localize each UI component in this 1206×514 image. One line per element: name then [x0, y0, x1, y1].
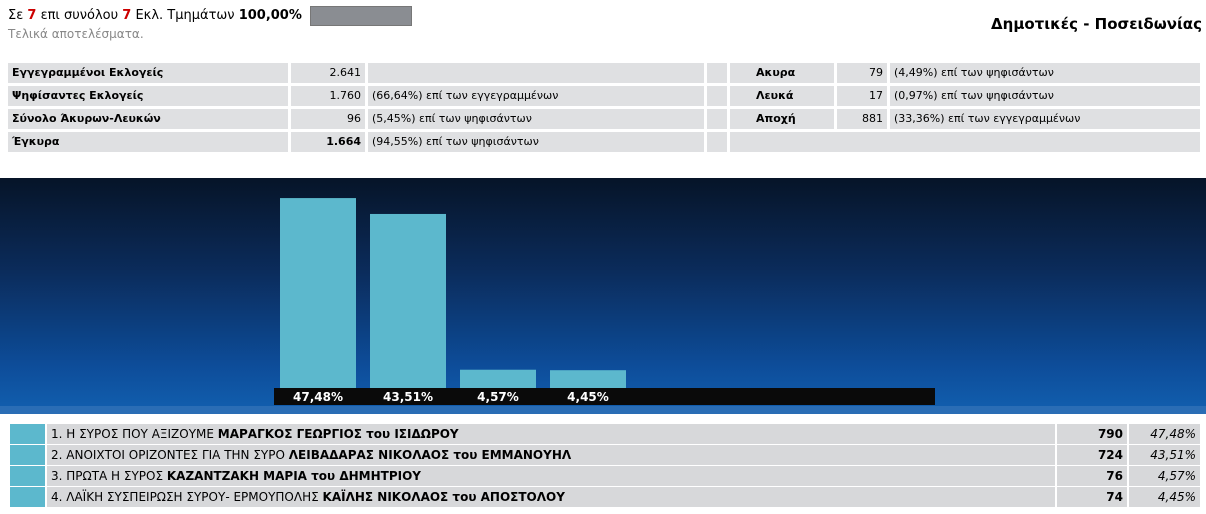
party-name: 2. ΑΝΟΙΧΤΟΙ ΟΡΙΖΟΝΤΕΣ ΓΙΑ ΤΗΝ ΣΥΡΟ ΛΕΙΒΑ…: [47, 445, 1055, 465]
result-row: 4. ΛΑΪΚΗ ΣΥΣΠΕΙΡΩΣΗ ΣΥΡΟΥ- ΕΡΜΟΥΠΟΛΗΣ ΚΑ…: [10, 487, 1200, 507]
total-sections: 7: [122, 8, 132, 23]
status-middle: επι συνόλου: [40, 8, 119, 23]
progress-bar: [310, 5, 413, 26]
status-prefix: Σε: [8, 8, 24, 23]
divider: [707, 109, 727, 129]
bar-2: [370, 213, 446, 388]
party-label: 1. Η ΣΥΡΟΣ ΠΟΥ ΑΞΙΖΟΥΜΕ: [51, 427, 218, 441]
registered-pct: [368, 63, 704, 83]
votes-count: 74: [1057, 487, 1127, 507]
registered-label: Εγγεγραμμένοι Εκλογείς: [8, 63, 288, 83]
divider: [707, 86, 727, 106]
party-label: 3. ΠΡΩΤΑ Η ΣΥΡΟΣ: [51, 469, 167, 483]
votes-count: 790: [1057, 424, 1127, 444]
invalid-blank-label: Σύνολο Άκυρων-Λευκών: [8, 109, 288, 129]
bar-chart: 47,48% 43,51% 4,57% 4,45%: [274, 198, 935, 405]
result-row: 3. ΠΡΩΤΑ Η ΣΥΡΟΣ ΚΑΖΑΝΤΖΑΚΗ ΜΑΡΙΑ του ΔΗ…: [10, 466, 1200, 486]
stats-row: Εγγεγραμμένοι Εκλογείς 2.641 Ακυρα 79 (4…: [8, 63, 1200, 83]
registered-value: 2.641: [291, 63, 365, 83]
stats-row: Ψηφίσαντες Εκλογείς 1.760 (66,64%) επί τ…: [8, 86, 1200, 106]
stats-row: Έγκυρα 1.664 (94,55%) επί των ψηφισάντων: [8, 132, 1200, 152]
results-subtitle: Τελικά αποτελέσματα.: [8, 27, 144, 41]
votes-percent: 47,48%: [1129, 424, 1200, 444]
party-label: 2. ΑΝΟΙΧΤΟΙ ΟΡΙΖΟΝΤΕΣ ΓΙΑ ΤΗΝ ΣΥΡΟ: [51, 448, 289, 462]
bar-label-1: 47,48%: [293, 390, 343, 404]
status-suffix: Εκλ. Τμημάτων: [135, 8, 235, 23]
invalid-label: Ακυρα: [730, 63, 834, 83]
valid-value: 1.664: [291, 132, 365, 152]
party-name: 4. ΛΑΪΚΗ ΣΥΣΠΕΙΡΩΣΗ ΣΥΡΟΥ- ΕΡΜΟΥΠΟΛΗΣ ΚΑ…: [47, 487, 1055, 507]
divider: [707, 63, 727, 83]
voted-value: 1.760: [291, 86, 365, 106]
valid-pct: (94,55%) επί των ψηφισάντων: [368, 132, 704, 152]
candidate-name: ΚΑΪΛΗΣ ΝΙΚΟΛΑΟΣ του ΑΠΟΣΤΟΛΟΥ: [322, 490, 565, 504]
color-swatch: [10, 424, 45, 444]
votes-percent: 43,51%: [1129, 445, 1200, 465]
bar-4: [550, 370, 626, 388]
abstention-label: Αποχή: [730, 109, 834, 129]
candidate-name: ΚΑΖΑΝΤΖΑΚΗ ΜΑΡΙΑ του ΔΗΜΗΤΡΙΟΥ: [166, 469, 421, 483]
counting-status: Σε 7 επι συνόλου 7 Εκλ. Τμημάτων 100,00%: [8, 5, 413, 29]
page-title: Δημοτικές - Ποσειδωνίας: [991, 15, 1202, 33]
candidate-name: ΜΑΡΑΓΚΟΣ ΓΕΩΡΓΙΟΣ του ΙΣΙΔΩΡΟΥ: [217, 427, 459, 441]
votes-percent: 4,57%: [1129, 466, 1200, 486]
party-name: 1. Η ΣΥΡΟΣ ΠΟΥ ΑΞΙΖΟΥΜΕ ΜΑΡΑΓΚΟΣ ΓΕΩΡΓΙΟ…: [47, 424, 1055, 444]
counted-sections: 7: [27, 8, 37, 23]
bar-label-4: 4,45%: [567, 390, 609, 404]
abstention-value: 881: [837, 109, 887, 129]
color-swatch: [10, 466, 45, 486]
stats-row: Σύνολο Άκυρων-Λευκών 96 (5,45%) επί των …: [8, 109, 1200, 129]
invalid-value: 79: [837, 63, 887, 83]
bar-1: [280, 198, 356, 388]
bar-3: [460, 369, 536, 388]
result-row: 2. ΑΝΟΙΧΤΟΙ ΟΡΙΖΟΝΤΕΣ ΓΙΑ ΤΗΝ ΣΥΡΟ ΛΕΙΒΑ…: [10, 445, 1200, 465]
chart-floor: [0, 406, 1206, 414]
votes-count: 724: [1057, 445, 1127, 465]
abstention-pct: (33,36%) επί των εγγεγραμμένων: [890, 109, 1200, 129]
counted-percent: 100,00%: [238, 8, 302, 23]
results-chart: 47,48% 43,51% 4,57% 4,45%: [0, 178, 1206, 414]
invalid-blank-pct: (5,45%) επί των ψηφισάντων: [368, 109, 704, 129]
color-swatch: [10, 445, 45, 465]
valid-label: Έγκυρα: [8, 132, 288, 152]
result-row: 1. Η ΣΥΡΟΣ ΠΟΥ ΑΞΙΖΟΥΜΕ ΜΑΡΑΓΚΟΣ ΓΕΩΡΓΙΟ…: [10, 424, 1200, 444]
blank-label: Λευκά: [730, 86, 834, 106]
voted-pct: (66,64%) επί των εγγεγραμμένων: [368, 86, 704, 106]
empty-cell: [730, 132, 1200, 152]
invalid-pct: (4,49%) επί των ψηφισάντων: [890, 63, 1200, 83]
votes-percent: 4,45%: [1129, 487, 1200, 507]
color-swatch: [10, 487, 45, 507]
bar-label-3: 4,57%: [477, 390, 519, 404]
label-strip: [274, 388, 935, 405]
results-list: 1. Η ΣΥΡΟΣ ΠΟΥ ΑΞΙΖΟΥΜΕ ΜΑΡΑΓΚΟΣ ΓΕΩΡΓΙΟ…: [10, 424, 1200, 508]
candidate-name: ΛΕΙΒΑΔΑΡΑΣ ΝΙΚΟΛΑΟΣ του ΕΜΜΑΝΟΥΗΛ: [288, 448, 572, 462]
invalid-blank-value: 96: [291, 109, 365, 129]
blank-value: 17: [837, 86, 887, 106]
divider: [707, 132, 727, 152]
bar-label-2: 43,51%: [383, 390, 433, 404]
stats-table: Εγγεγραμμένοι Εκλογείς 2.641 Ακυρα 79 (4…: [8, 63, 1200, 155]
blank-pct: (0,97%) επί των ψηφισάντων: [890, 86, 1200, 106]
votes-count: 76: [1057, 466, 1127, 486]
party-label: 4. ΛΑΪΚΗ ΣΥΣΠΕΙΡΩΣΗ ΣΥΡΟΥ- ΕΡΜΟΥΠΟΛΗΣ: [51, 490, 323, 504]
voted-label: Ψηφίσαντες Εκλογείς: [8, 86, 288, 106]
party-name: 3. ΠΡΩΤΑ Η ΣΥΡΟΣ ΚΑΖΑΝΤΖΑΚΗ ΜΑΡΙΑ του ΔΗ…: [47, 466, 1055, 486]
